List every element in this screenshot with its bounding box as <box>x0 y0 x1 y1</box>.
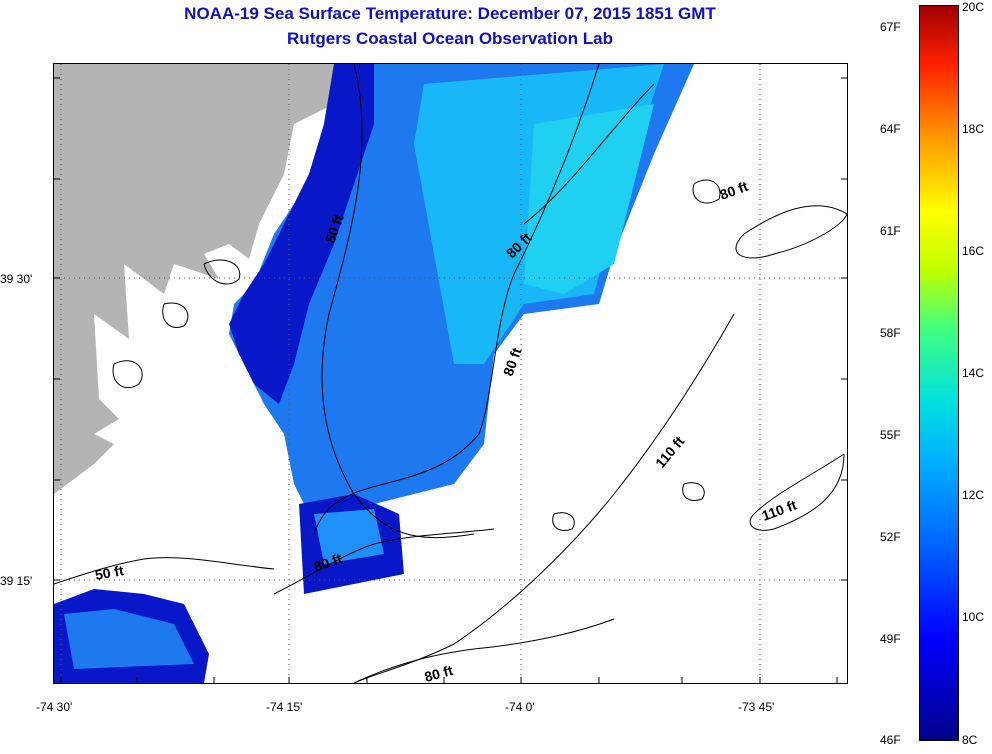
contour-50ft-south <box>54 557 275 585</box>
sst-patch-s2 <box>314 509 384 564</box>
contour-80ft-bottom <box>353 618 615 683</box>
coast-islets-2 <box>162 302 189 328</box>
colorbar-f-label: 61F <box>880 224 901 238</box>
map-subtitle: Rutgers Coastal Ocean Observation Lab <box>287 29 613 48</box>
contour-label: 110 ft <box>652 433 687 471</box>
x-label: -74 0' <box>505 700 535 714</box>
colorbar-c-label: 18C <box>962 122 985 136</box>
sst-raster <box>54 64 694 683</box>
contour-110ft-east <box>749 453 845 531</box>
contour-80ft-east <box>735 205 847 259</box>
colorbar-f-label: 64F <box>880 122 901 136</box>
contour-80ft-mid <box>523 83 655 225</box>
y-label: 39 15' <box>0 574 33 588</box>
graticule <box>54 64 847 683</box>
colorbar-c-label: 16C <box>962 244 985 258</box>
colorbar-f-label: 49F <box>880 632 901 646</box>
sst-map: 50 ft 80 ft 80 ft 80 ft 110 ft 110 ft 50… <box>53 63 848 684</box>
x-label: -74 15' <box>266 700 303 714</box>
axis-ticks <box>54 77 847 683</box>
contour-label: 80 ft <box>500 345 525 378</box>
y-label: 39 30' <box>0 272 33 286</box>
contour-50ft-north <box>321 64 475 539</box>
contour-80ft-north <box>313 64 600 535</box>
sst-cyan <box>524 104 654 294</box>
contour-label: 50 ft <box>94 562 125 583</box>
colorbar-f-label: 67F <box>880 20 901 34</box>
sst-mid-sw <box>64 609 194 669</box>
x-label: -73 45' <box>738 700 775 714</box>
sst-cold-edge <box>229 64 374 404</box>
land-area <box>54 64 334 494</box>
colorbar-c-label: 10C <box>962 610 985 624</box>
bathymetry-contours <box>54 64 847 683</box>
colorbar-f-label: 52F <box>880 530 901 544</box>
contour-label: 80 ft <box>718 178 751 203</box>
islet-a <box>692 179 721 204</box>
islet-b <box>682 482 705 501</box>
colorbar-f-label: 46F <box>880 733 901 747</box>
colorbar <box>919 5 959 741</box>
colorbar-f-label: 58F <box>880 326 901 340</box>
islet-c <box>552 512 575 531</box>
contour-label: 80 ft <box>423 662 455 683</box>
colorbar-c-label: 14C <box>962 366 985 380</box>
contour-80ft-south <box>273 528 495 595</box>
map-title: NOAA-19 Sea Surface Temperature: Decembe… <box>184 4 716 23</box>
x-label: -74 30' <box>36 700 73 714</box>
colorbar-c-label: 20C <box>962 0 985 14</box>
coast-islets-3 <box>112 360 143 389</box>
colorbar-c-label: 8C <box>962 733 978 747</box>
map-canvas: 50 ft 80 ft 80 ft 80 ft 110 ft 110 ft 50… <box>54 64 847 683</box>
contour-110ft <box>353 313 735 683</box>
colorbar-f-label: 55F <box>880 428 901 442</box>
colorbar-c-label: 12C <box>962 488 985 502</box>
coast-islets-1 <box>203 259 241 285</box>
contour-label: 110 ft <box>760 496 799 523</box>
